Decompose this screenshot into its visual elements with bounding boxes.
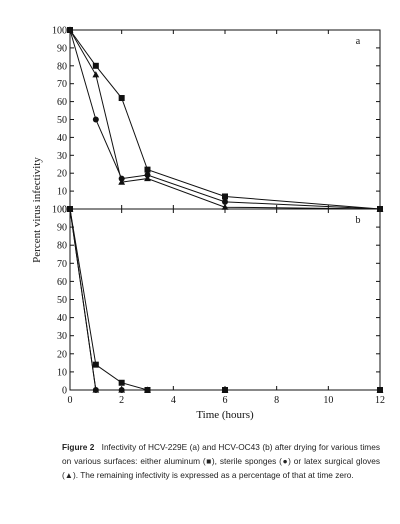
series-triangle-line <box>69 29 381 210</box>
data-point-square <box>118 379 125 386</box>
y-tick-label: 70 <box>57 79 67 90</box>
x-tick-label: 2 <box>119 395 124 406</box>
y-tick-label: 0 <box>62 205 67 216</box>
y-tick-label: 30 <box>57 151 67 162</box>
y-tick-label: 40 <box>57 313 67 324</box>
y-tick-label: 10 <box>57 187 67 198</box>
x-tick-label: 8 <box>274 395 279 406</box>
series-square-line <box>69 29 381 210</box>
data-point-triangle <box>376 386 384 393</box>
panel-b-frame <box>69 208 381 391</box>
data-point-square <box>144 166 151 173</box>
data-point-square <box>118 95 125 102</box>
data-point-square <box>92 62 99 69</box>
y-tick-label: 60 <box>57 97 67 108</box>
series-triangle-line <box>69 208 380 391</box>
panel-a-frame <box>69 29 381 210</box>
y-tick-label: 90 <box>57 223 67 234</box>
y-tick-label: 70 <box>57 259 67 270</box>
x-tick-label: 10 <box>323 395 333 406</box>
y-tick-label: 100 <box>52 205 67 216</box>
data-point-triangle <box>118 386 126 393</box>
caption-text: Infectivity of HCV-229E (a) and HCV-OC43… <box>62 442 380 480</box>
data-point-triangle <box>221 386 229 393</box>
data-point-triangle <box>66 205 74 212</box>
chart-figure: 0102030405060708090100a01020304050607080… <box>31 26 385 422</box>
y-tick-label: 30 <box>57 331 67 342</box>
data-point-triangle <box>144 386 151 393</box>
data-point-circle <box>222 198 228 205</box>
y-tick-label: 0 <box>62 386 67 397</box>
data-point-triangle <box>92 71 100 78</box>
panel-label-a: a <box>356 36 361 47</box>
caption-label: Figure 2 <box>62 442 95 452</box>
y-tick-label: 40 <box>57 133 67 144</box>
series-circle-line <box>69 208 380 391</box>
y-tick-label: 80 <box>57 241 67 252</box>
series-square-line <box>69 208 380 391</box>
data-point-triangle <box>221 203 229 210</box>
x-tick-label: 0 <box>68 395 73 406</box>
data-point-square <box>222 193 228 200</box>
x-tick-label: 6 <box>223 395 228 406</box>
x-axis-title: Time (hours) <box>196 409 254 421</box>
panel-label-b: b <box>356 215 361 226</box>
y-tick-label: 50 <box>57 295 67 306</box>
y-tick-label: 20 <box>57 349 67 360</box>
y-tick-label: 10 <box>57 367 67 378</box>
y-tick-label: 60 <box>57 277 67 288</box>
y-tick-label: 100 <box>52 26 67 37</box>
series-circle-line <box>69 29 381 210</box>
data-point-triangle <box>66 26 74 33</box>
data-point-triangle <box>92 386 100 393</box>
y-tick-label: 80 <box>57 61 67 72</box>
y-axis-title: Percent virus infectivity <box>31 157 43 263</box>
y-tick-label: 90 <box>57 43 67 54</box>
x-tick-label: 4 <box>171 395 176 406</box>
data-point-triangle <box>144 174 151 182</box>
data-point-circle <box>92 116 99 123</box>
y-tick-label: 50 <box>57 115 67 126</box>
figure-caption: Figure 2 Infectivity of HCV-229E (a) and… <box>62 440 380 482</box>
data-point-square <box>92 361 99 368</box>
data-point-triangle <box>118 178 126 185</box>
x-tick-label: 12 <box>375 395 385 406</box>
y-tick-label: 20 <box>57 169 67 180</box>
